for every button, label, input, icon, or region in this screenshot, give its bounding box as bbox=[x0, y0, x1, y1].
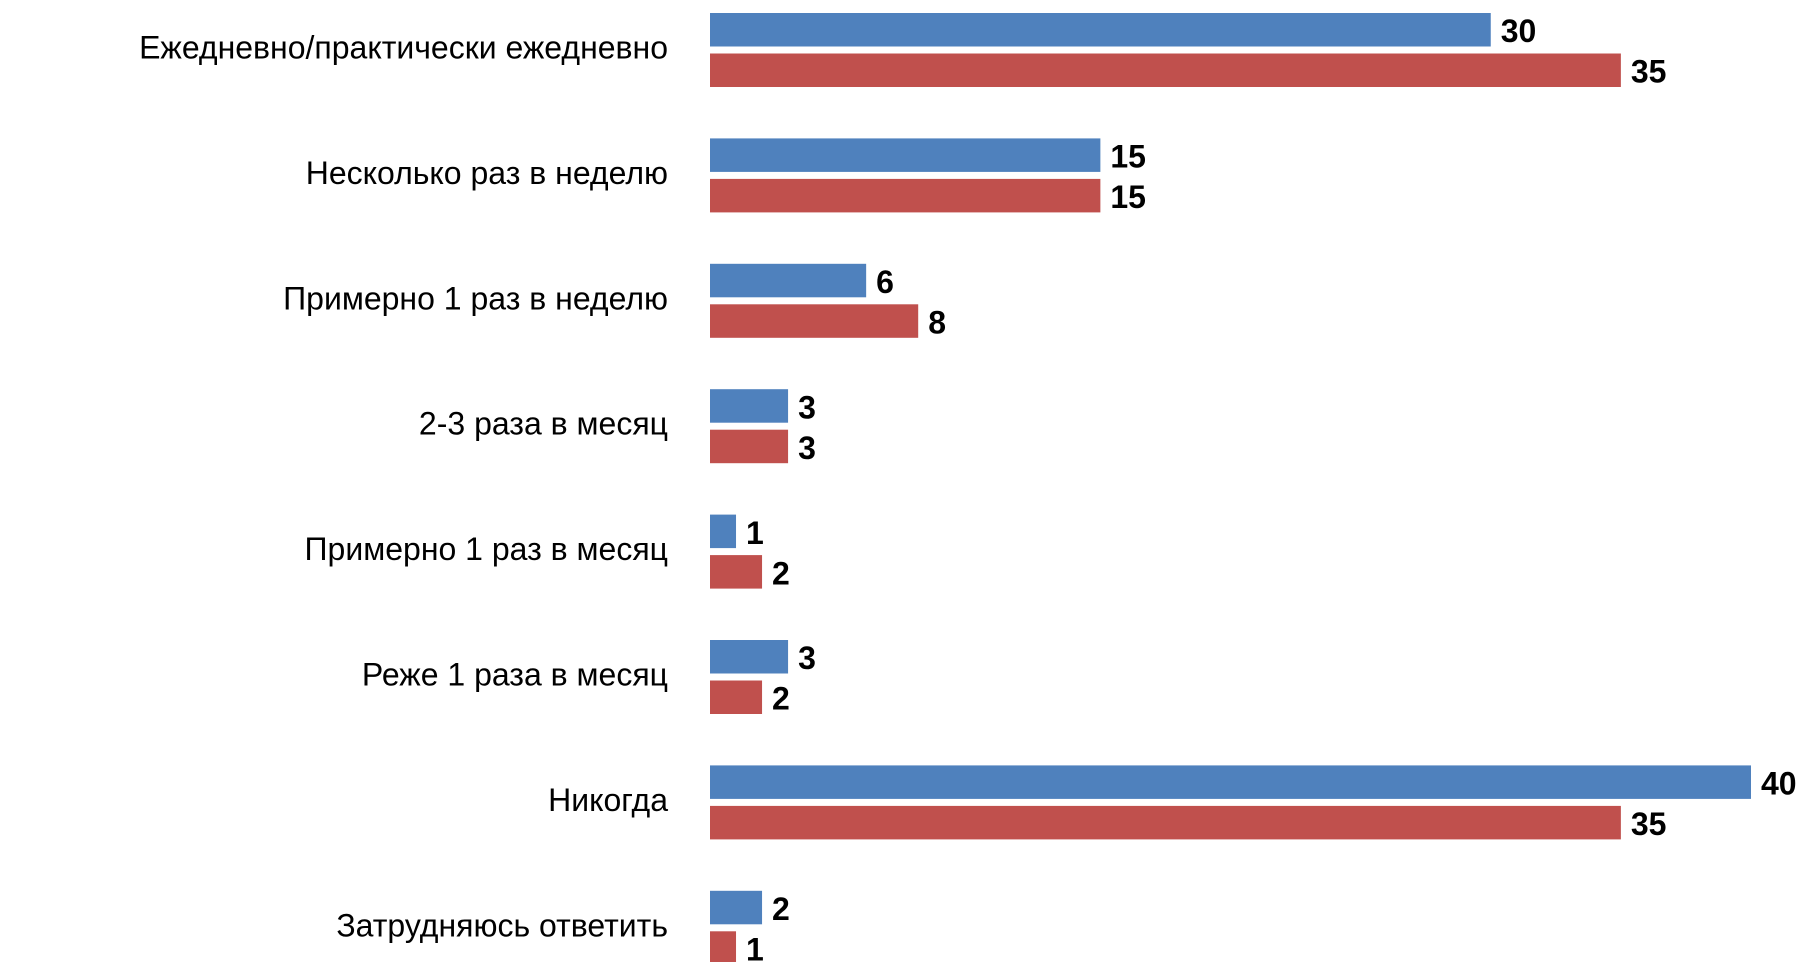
category-label: Реже 1 раза в месяц bbox=[362, 656, 668, 692]
value-label: 3 bbox=[798, 640, 816, 676]
value-label: 30 bbox=[1501, 13, 1537, 49]
category-label: Несколько раз в неделю bbox=[306, 155, 668, 191]
bar bbox=[710, 53, 1621, 87]
bar bbox=[710, 555, 763, 589]
value-label: 8 bbox=[928, 305, 946, 341]
value-label: 15 bbox=[1110, 139, 1146, 175]
bar bbox=[710, 765, 1751, 799]
value-label: 1 bbox=[746, 932, 764, 962]
category-label: Никогда bbox=[548, 782, 668, 818]
bar bbox=[710, 805, 1621, 840]
bar bbox=[710, 13, 1491, 47]
bar bbox=[710, 680, 763, 714]
value-label: 1 bbox=[746, 515, 764, 551]
value-label: 35 bbox=[1631, 54, 1667, 90]
bar bbox=[710, 890, 763, 925]
value-label: 3 bbox=[798, 430, 816, 466]
bar bbox=[710, 389, 789, 423]
bar bbox=[710, 138, 1101, 172]
bar bbox=[710, 514, 737, 549]
category-label: Примерно 1 раз в месяц bbox=[305, 531, 668, 567]
bar bbox=[710, 178, 1101, 213]
value-label: 15 bbox=[1110, 179, 1146, 215]
bar bbox=[710, 931, 737, 962]
category-label: Затрудняюсь ответить bbox=[336, 907, 668, 943]
category-label: Ежедневно/практически ежедневно bbox=[139, 29, 668, 65]
category-label: Примерно 1 раз в неделю bbox=[283, 280, 668, 316]
value-label: 40 bbox=[1761, 766, 1797, 802]
value-label: 6 bbox=[876, 264, 894, 300]
value-label: 3 bbox=[798, 389, 816, 425]
category-label: 2-3 раза в месяц bbox=[419, 406, 668, 442]
bar bbox=[710, 263, 867, 298]
value-label: 35 bbox=[1631, 806, 1667, 842]
bar bbox=[710, 304, 919, 338]
bar bbox=[710, 640, 789, 674]
value-label: 2 bbox=[772, 891, 790, 927]
value-label: 2 bbox=[772, 555, 790, 591]
bar bbox=[710, 429, 789, 464]
value-label: 2 bbox=[772, 681, 790, 717]
